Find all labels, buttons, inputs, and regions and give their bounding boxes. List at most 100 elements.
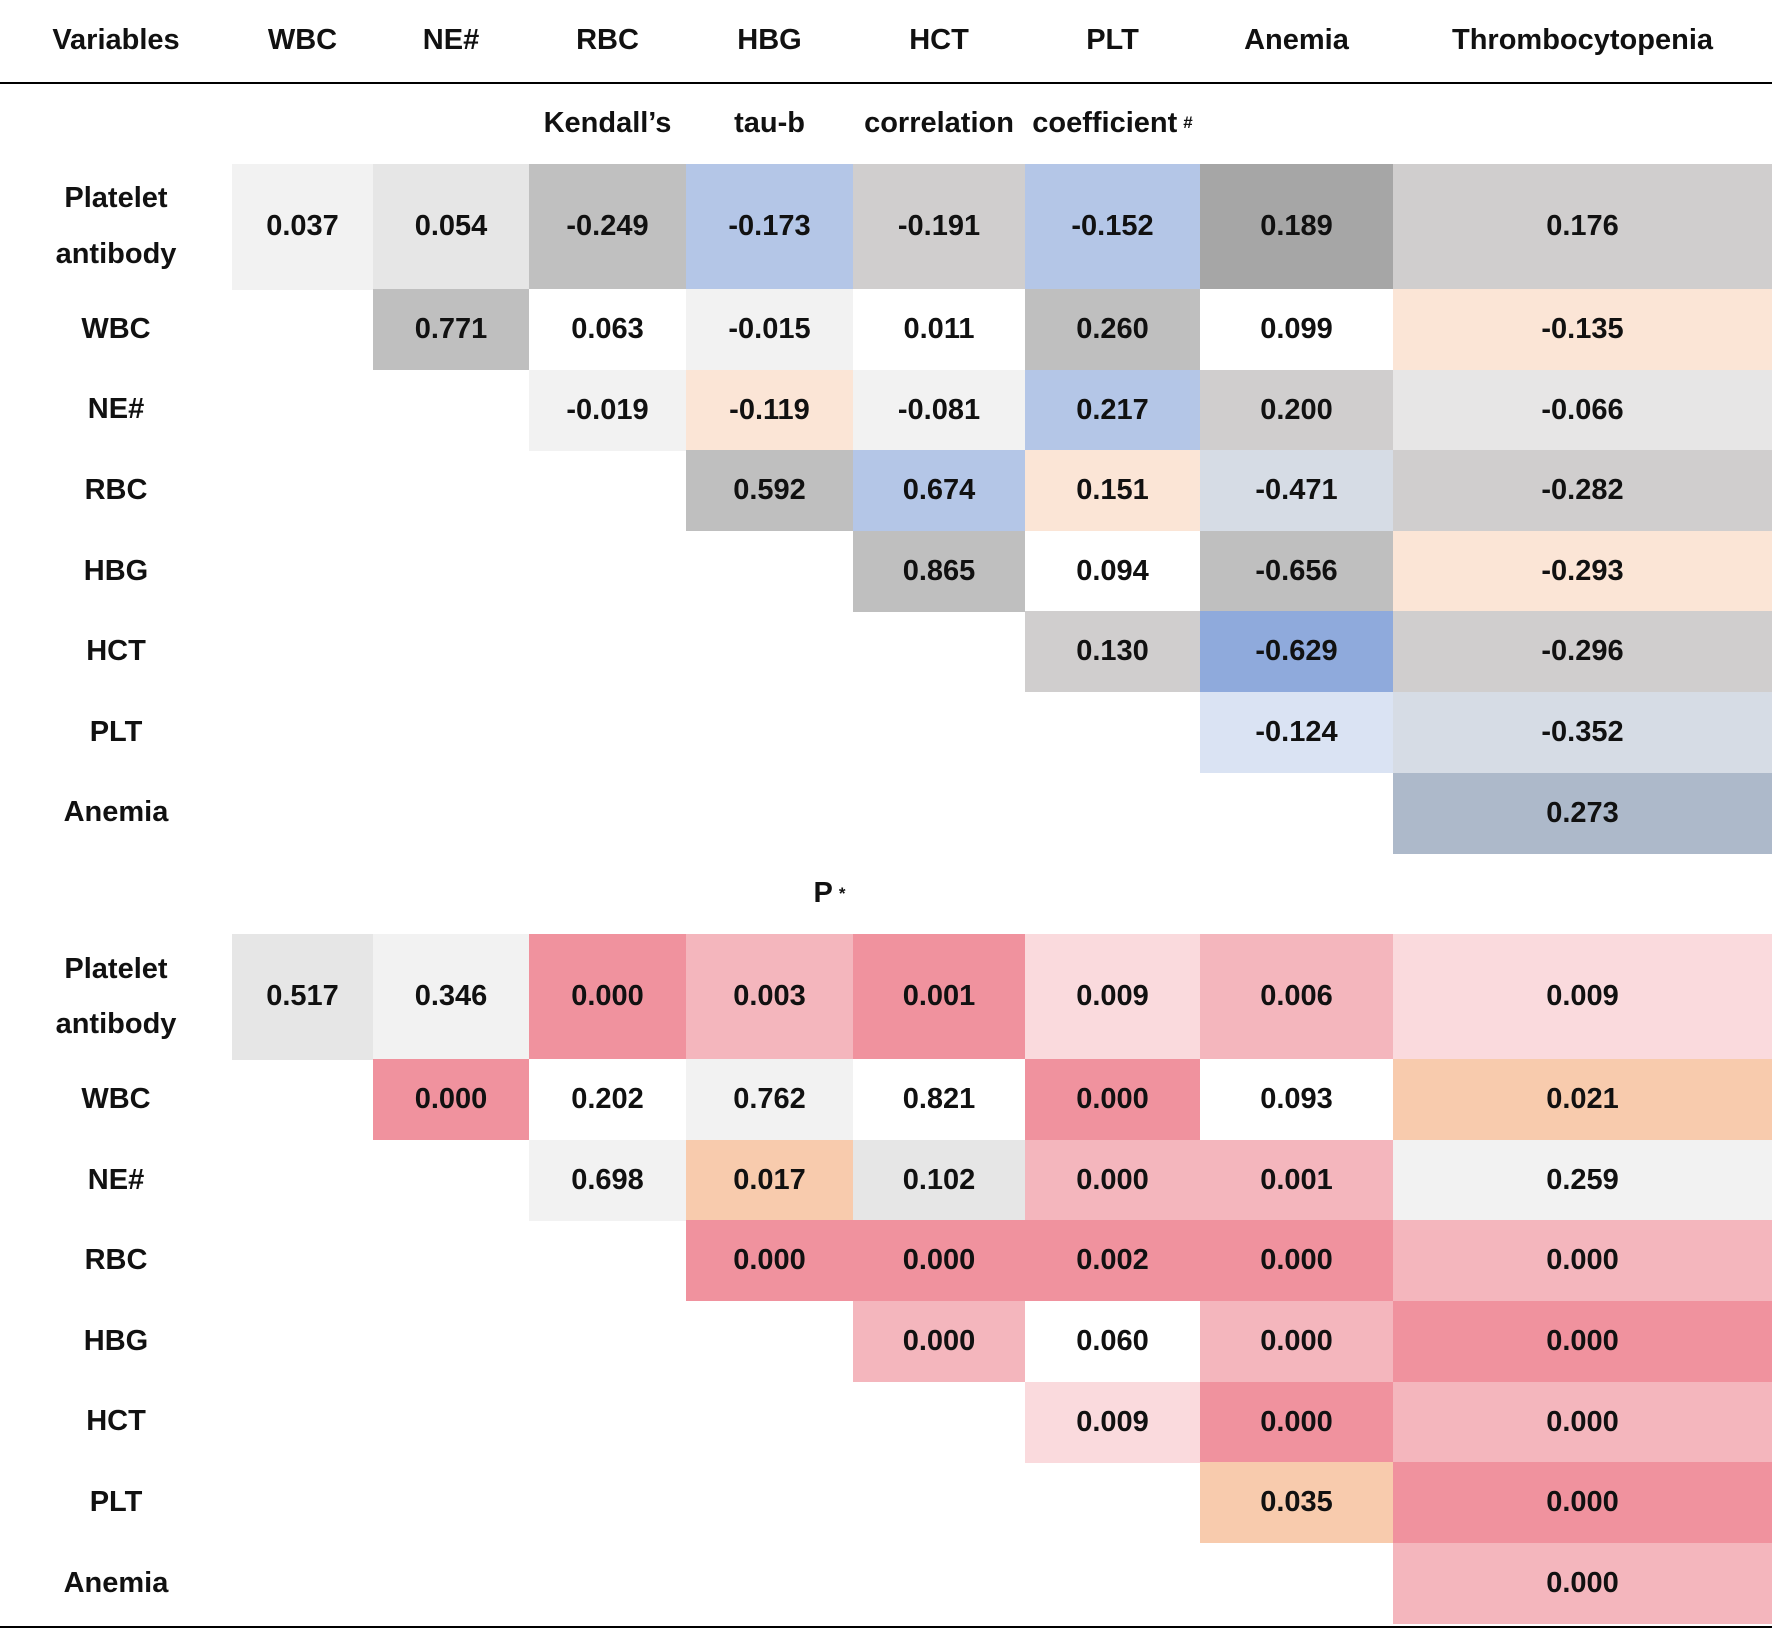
- cell: 0.000: [1393, 1301, 1772, 1383]
- cell: -0.152: [1025, 164, 1200, 290]
- cell: 0.001: [853, 934, 1025, 1060]
- cell: 0.217: [1025, 369, 1200, 451]
- cell: 0.000: [1200, 1301, 1393, 1383]
- cell: 0.021: [1393, 1059, 1772, 1141]
- cell: 0.273: [1393, 772, 1772, 854]
- row-label: WBC: [81, 312, 151, 345]
- row-label: WBC: [81, 1082, 151, 1115]
- cell: 0.000: [1393, 1462, 1772, 1544]
- row-label: HCT: [86, 1405, 146, 1438]
- cell: -0.119: [686, 369, 853, 451]
- cell: 0.259: [1393, 1139, 1772, 1221]
- cell: 0.017: [686, 1139, 853, 1221]
- column-header: NE#: [422, 24, 480, 57]
- bottom-rule: [0, 1626, 1772, 1628]
- cell: 0.200: [1200, 369, 1393, 451]
- cell: 0.151: [1025, 450, 1200, 532]
- cell: 0.517: [232, 934, 373, 1060]
- cell: 0.000: [853, 1301, 1025, 1383]
- cell: 0.000: [1025, 1059, 1200, 1141]
- cell: -0.173: [686, 164, 853, 290]
- cell: 0.000: [1025, 1139, 1200, 1221]
- cell: -0.249: [529, 164, 686, 290]
- cell: 0.009: [1025, 1381, 1200, 1463]
- cell: -0.191: [853, 164, 1025, 290]
- cell: 0.011: [853, 289, 1025, 371]
- cell: 0.003: [686, 934, 853, 1060]
- header-rule: [0, 82, 1772, 84]
- cell: -0.282: [1393, 450, 1772, 532]
- section-title-word: tau-b: [734, 106, 805, 139]
- cell: -0.019: [529, 369, 686, 451]
- cell: 0.674: [853, 450, 1025, 532]
- cell: 0.000: [686, 1220, 853, 1302]
- cell: 0.001: [1200, 1139, 1393, 1221]
- row-label: HBG: [83, 1324, 149, 1357]
- column-header: Anemia: [1244, 24, 1349, 57]
- cell: 0.176: [1393, 164, 1772, 290]
- cell: 0.037: [232, 164, 373, 290]
- column-header: HBG: [737, 24, 802, 57]
- cell: 0.102: [853, 1139, 1025, 1221]
- cell: -0.352: [1393, 692, 1772, 774]
- cell: 0.762: [686, 1059, 853, 1141]
- cell: 0.000: [1393, 1542, 1772, 1624]
- cell: 0.000: [1200, 1381, 1393, 1463]
- section-title-word: Kendall’s: [543, 106, 672, 139]
- cell: 0.009: [1025, 934, 1200, 1060]
- cell: 0.000: [1200, 1220, 1393, 1302]
- row-label: RBC: [84, 473, 148, 506]
- cell: -0.656: [1200, 530, 1393, 612]
- column-header: WBC: [267, 24, 338, 57]
- cell: 0.035: [1200, 1462, 1393, 1544]
- section-title-word: coefficient #: [1032, 106, 1193, 139]
- cell: -0.471: [1200, 450, 1393, 532]
- cell: -0.296: [1393, 611, 1772, 693]
- row-label: RBC: [84, 1244, 148, 1277]
- title-mark: #: [1183, 113, 1193, 133]
- cell: 0.093: [1200, 1059, 1393, 1141]
- cell: 0.698: [529, 1139, 686, 1221]
- cell: -0.629: [1200, 611, 1393, 693]
- cell: 0.099: [1200, 289, 1393, 371]
- cell: 0.006: [1200, 934, 1393, 1060]
- column-header: Thrombocytopenia: [1451, 24, 1713, 57]
- cell: 0.000: [373, 1059, 529, 1141]
- cell: 0.130: [1025, 611, 1200, 693]
- row-label: Anemia: [63, 796, 169, 829]
- cell: 0.063: [529, 289, 686, 371]
- cell: 0.002: [1025, 1220, 1200, 1302]
- row-label: NE#: [87, 393, 145, 426]
- column-header: PLT: [1086, 24, 1139, 57]
- row-label: NE#: [87, 1163, 145, 1196]
- cell: 0.592: [686, 450, 853, 532]
- cell: 0.054: [373, 164, 529, 290]
- cell: 0.821: [853, 1059, 1025, 1141]
- row-label: Platelet antibody: [55, 182, 177, 270]
- row-label: PLT: [89, 715, 143, 748]
- cell: 0.000: [529, 934, 686, 1060]
- row-label: HBG: [83, 554, 149, 587]
- cell: -0.066: [1393, 369, 1772, 451]
- cell: 0.260: [1025, 289, 1200, 371]
- cell: 0.000: [1393, 1220, 1772, 1302]
- cell: 0.000: [853, 1220, 1025, 1302]
- cell: 0.094: [1025, 530, 1200, 612]
- row-label: Platelet antibody: [55, 952, 177, 1040]
- title-mark: *: [838, 883, 846, 903]
- row-label: Anemia: [63, 1566, 169, 1599]
- row-label: HCT: [86, 635, 146, 668]
- cell: -0.015: [686, 289, 853, 371]
- cell: -0.293: [1393, 530, 1772, 612]
- column-header: Variables: [52, 24, 180, 57]
- cell: 0.009: [1393, 934, 1772, 1060]
- cell: -0.135: [1393, 289, 1772, 371]
- column-header: RBC: [576, 24, 639, 57]
- cell: -0.124: [1200, 692, 1393, 774]
- section-title-word: P *: [813, 877, 846, 910]
- cell: 0.202: [529, 1059, 686, 1141]
- cell: 0.000: [1393, 1381, 1772, 1463]
- row-label: PLT: [89, 1485, 143, 1518]
- cell: 0.771: [373, 289, 529, 371]
